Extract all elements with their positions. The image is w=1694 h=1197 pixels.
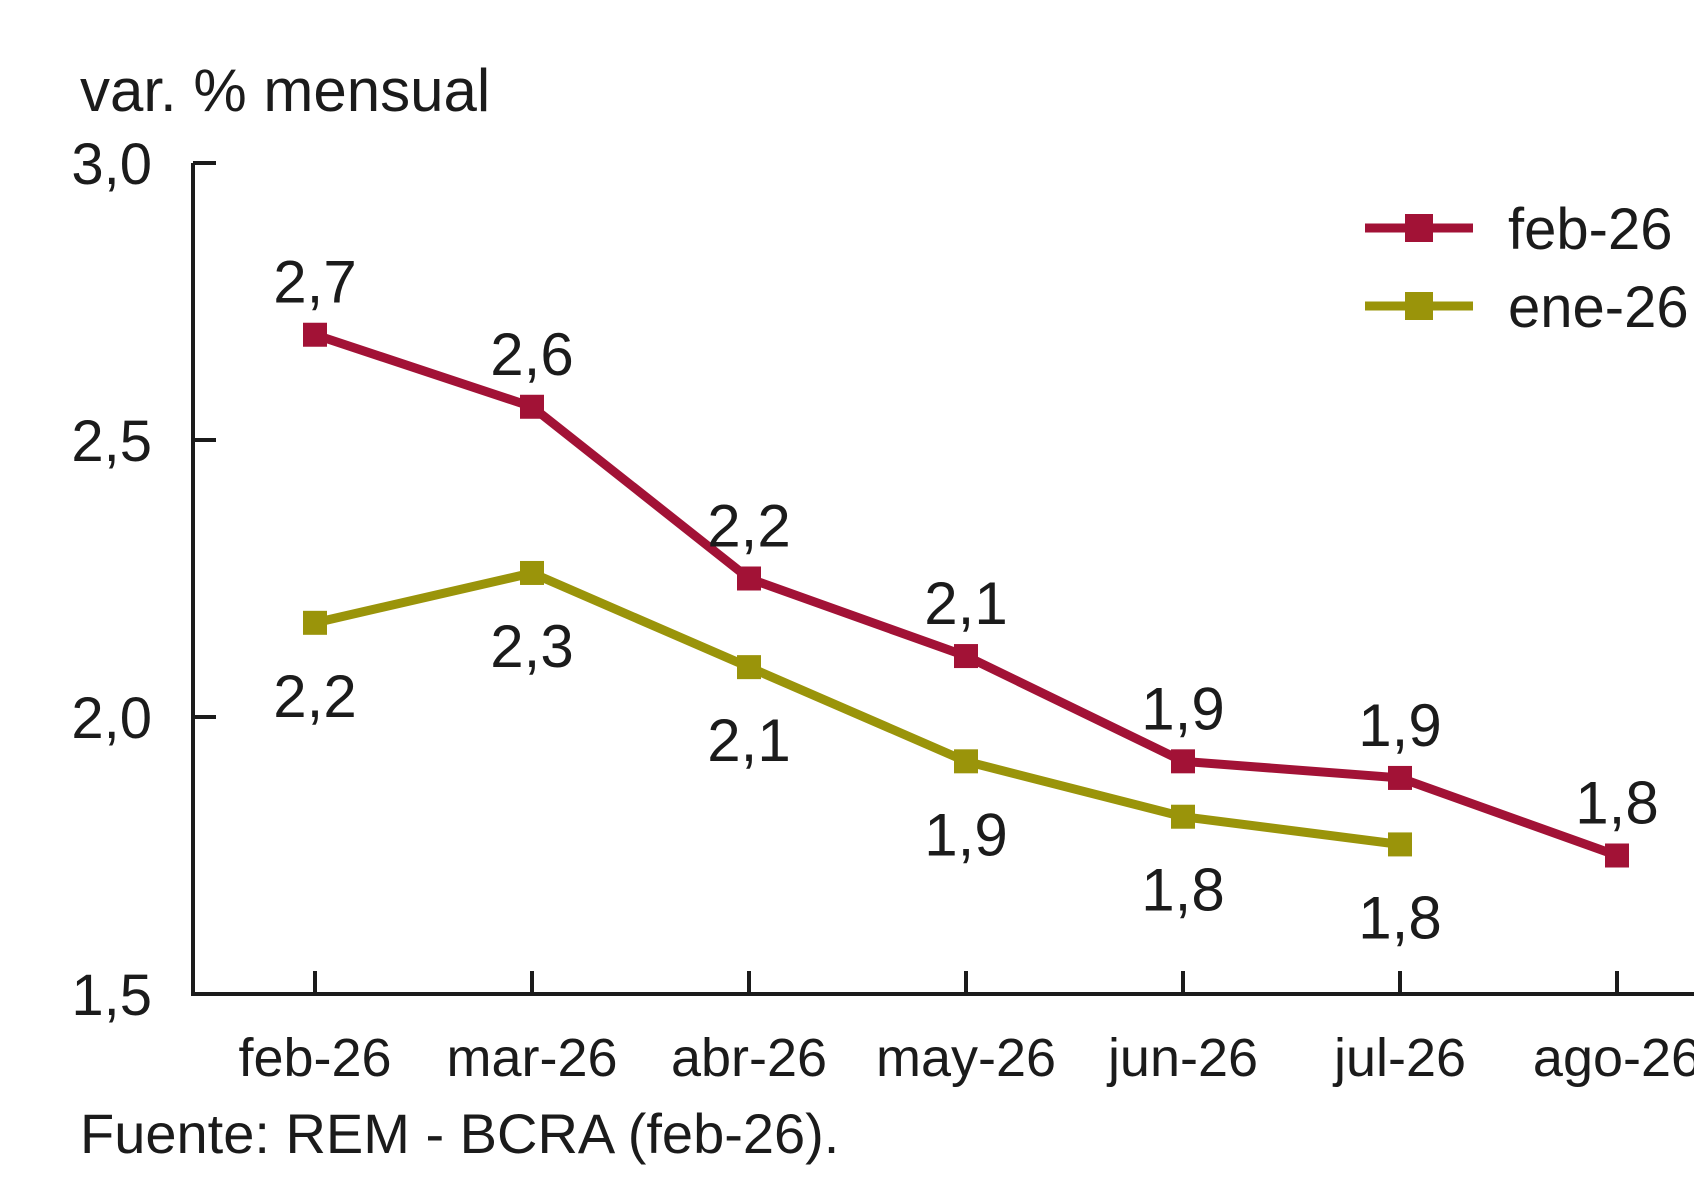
x-axis-tick-label: may-26 xyxy=(876,1028,1056,1088)
data-labels-group: 2,7 2,6 2,2 2,1 1,9 1,9 1,8 2,2 2,3 2,1 1,9 1,8 1,8 xyxy=(273,249,1658,952)
data-label-feb-26: 1,9 xyxy=(1358,692,1441,759)
line-chart-canvas: var. % mensual 3,0 2,5 2,0 1,5 feb-26 mar-26… xyxy=(71,57,1694,1165)
legend-item-feb-26: feb-26 xyxy=(1365,197,1672,262)
data-label-ene-26: 2,3 xyxy=(490,613,573,680)
legend-marker-swatch xyxy=(1405,214,1433,242)
x-ticks-group: feb-26 mar-26 abr-26 may-26 jun-26 jul-26 ago-… xyxy=(238,971,1694,1088)
series-marker-feb-26 xyxy=(1388,765,1412,790)
series-line-ene-26 xyxy=(313,568,1401,849)
legend-label: ene-26 xyxy=(1508,275,1689,340)
y-axis-tick-label: 2,5 xyxy=(71,409,152,474)
legend-label: feb-26 xyxy=(1508,197,1672,262)
legend-item-ene-26: ene-26 xyxy=(1365,275,1689,340)
series-marker-ene-26 xyxy=(737,655,761,680)
y-axis-unit-label: var. % mensual xyxy=(80,57,490,124)
data-label-feb-26: 2,7 xyxy=(273,249,356,316)
series-marker-ene-26 xyxy=(520,560,544,585)
y-ticks-group: 3,0 2,5 2,0 1,5 xyxy=(71,132,216,1028)
legend-marker-swatch xyxy=(1405,292,1433,320)
series-marker-feb-26 xyxy=(737,566,761,591)
series-marker-ene-26 xyxy=(1388,832,1412,857)
data-label-ene-26: 1,8 xyxy=(1141,857,1224,924)
data-label-ene-26: 1,8 xyxy=(1358,884,1441,951)
data-label-ene-26: 2,2 xyxy=(273,663,356,730)
x-axis-tick-label: feb-26 xyxy=(238,1028,391,1088)
x-axis-tick-label: ago-26 xyxy=(1533,1028,1694,1088)
series-marker-feb-26 xyxy=(1171,749,1195,774)
data-label-feb-26: 2,1 xyxy=(924,570,1007,637)
data-label-ene-26: 2,1 xyxy=(707,707,790,774)
data-label-ene-26: 1,9 xyxy=(924,801,1007,868)
series-marker-feb-26 xyxy=(303,322,327,347)
x-axis-tick-label: mar-26 xyxy=(446,1028,617,1088)
series-marker-feb-26 xyxy=(954,644,978,669)
series-group xyxy=(303,322,1629,868)
x-axis-tick-label: abr-26 xyxy=(671,1028,827,1088)
x-axis-tick-label: jul-26 xyxy=(1332,1028,1466,1088)
series-marker-feb-26 xyxy=(520,394,544,419)
data-label-feb-26: 2,6 xyxy=(490,321,573,388)
series-marker-ene-26 xyxy=(1171,804,1195,829)
series-marker-ene-26 xyxy=(954,749,978,774)
line-chart-figure: var. % mensual 3,0 2,5 2,0 1,5 feb-26 mar-26… xyxy=(40,16,1694,1197)
y-axis-tick-label: 1,5 xyxy=(71,963,152,1028)
source-note: Fuente: REM - BCRA (feb-26). xyxy=(80,1102,839,1165)
series-marker-feb-26 xyxy=(1605,843,1629,868)
data-label-feb-26: 2,2 xyxy=(707,493,790,560)
series-marker-ene-26 xyxy=(303,610,327,635)
data-label-feb-26: 1,9 xyxy=(1141,675,1224,742)
data-label-feb-26: 1,8 xyxy=(1575,770,1658,837)
x-axis-tick-label: jun-26 xyxy=(1106,1028,1258,1088)
y-axis-tick-label: 2,0 xyxy=(71,686,152,751)
legend-group: feb-26 ene-26 xyxy=(1365,197,1689,340)
y-axis-tick-label: 3,0 xyxy=(71,132,152,197)
